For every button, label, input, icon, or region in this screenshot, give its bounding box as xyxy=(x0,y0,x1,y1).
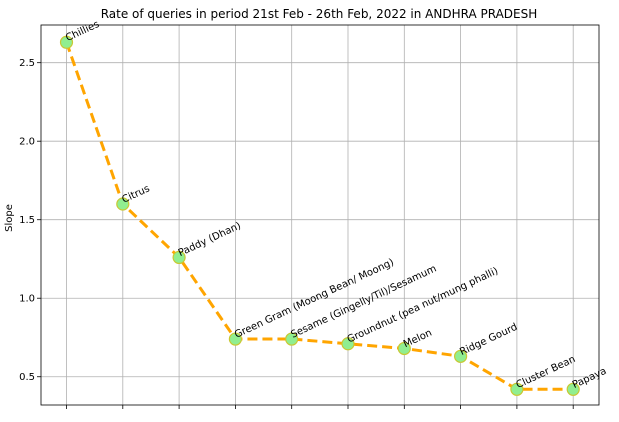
data-point xyxy=(228,332,242,346)
data-point xyxy=(116,197,130,211)
grid xyxy=(41,25,599,405)
data-point xyxy=(59,35,74,49)
series xyxy=(59,35,580,396)
y-tick-label: 0.5 xyxy=(19,372,35,383)
y-tick-label: 2.5 xyxy=(19,58,35,69)
point-label: Citrus xyxy=(120,183,151,205)
y-axis-label: Slope xyxy=(4,204,15,232)
y-ticks: 0.5 1.0 1.5 2.0 2.5 xyxy=(19,58,41,383)
data-point xyxy=(341,337,355,351)
data-point xyxy=(285,332,299,346)
x-ticks xyxy=(66,405,574,409)
y-tick-label: 1.0 xyxy=(19,294,35,305)
point-label: Chillies xyxy=(64,19,101,44)
y-tick-label: 1.5 xyxy=(19,215,35,226)
data-point xyxy=(510,382,524,396)
point-label: Melon xyxy=(402,328,434,351)
point-label: Papaya xyxy=(571,366,608,391)
plot-frame xyxy=(40,24,600,406)
y-tick-label: 2.0 xyxy=(19,137,35,148)
series-line xyxy=(65,41,574,391)
point-label: Ridge Gourd xyxy=(458,322,519,358)
chart-title: Rate of queries in period 21st Feb - 26t… xyxy=(101,7,538,21)
data-point xyxy=(397,341,411,356)
point-label: Paddy (Dhan) xyxy=(177,220,243,259)
data-point xyxy=(566,382,580,396)
data-point xyxy=(172,250,186,264)
data-point xyxy=(454,349,468,363)
